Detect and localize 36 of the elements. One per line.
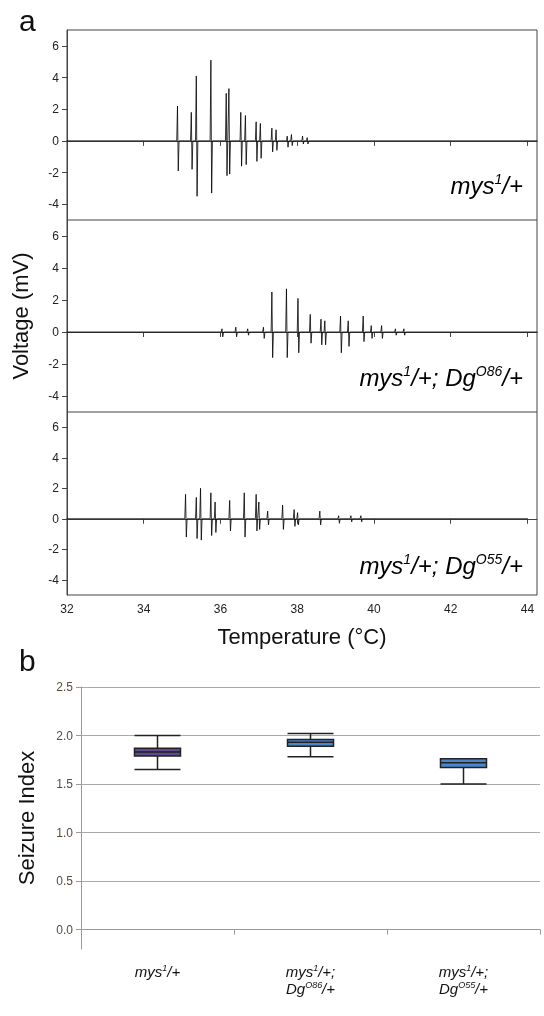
y-tick-label: 6 <box>52 229 60 243</box>
y-tick-label: 6 <box>52 38 60 53</box>
y-tick-label: -2 <box>48 357 60 371</box>
y-tick-label: 2 <box>52 102 60 117</box>
y-tick-label: 2 <box>52 293 60 307</box>
x-tick-label: 36 <box>213 602 228 616</box>
y-tick-label: 0.5 <box>56 874 74 889</box>
y-tick-label: -4 <box>48 197 60 212</box>
y-tick-label: 0 <box>52 325 60 339</box>
x-tick-label: 42 <box>443 602 458 616</box>
y-tick-label: 4 <box>52 70 60 85</box>
chart-title: a <box>19 3 36 37</box>
y-tick-label: 2 <box>52 481 60 496</box>
x-tick-label: 44 <box>520 602 535 616</box>
x-tick-label: 32 <box>60 602 74 616</box>
y-axis-title: Voltage (mV) <box>7 252 33 380</box>
x-tick-label: 34 <box>137 602 151 616</box>
y-tick-label: -4 <box>48 389 60 403</box>
y-tick-label: 4 <box>52 450 60 465</box>
x-axis-title: Temperature (°C) <box>217 623 387 649</box>
y-tick-label: 4 <box>52 261 60 275</box>
y-tick-label: -2 <box>48 542 60 557</box>
chart-title: b <box>19 643 36 677</box>
y-tick-label: -4 <box>48 572 60 587</box>
y-tick-label: 0 <box>52 133 60 148</box>
y-axis-title: Seizure Index <box>13 750 39 886</box>
y-tick-label: 1.0 <box>56 825 74 840</box>
y-tick-label: 1.5 <box>56 777 74 792</box>
y-tick-label: 0 <box>52 511 60 526</box>
y-tick-label: 2.5 <box>56 680 74 694</box>
y-tick-label: 2.0 <box>56 728 74 743</box>
x-tick-label: 40 <box>367 602 381 616</box>
y-tick-label: -2 <box>48 165 60 180</box>
x-tick-label: 38 <box>290 602 305 616</box>
y-tick-label: 6 <box>52 420 60 435</box>
y-tick-label: 0.0 <box>56 922 74 937</box>
